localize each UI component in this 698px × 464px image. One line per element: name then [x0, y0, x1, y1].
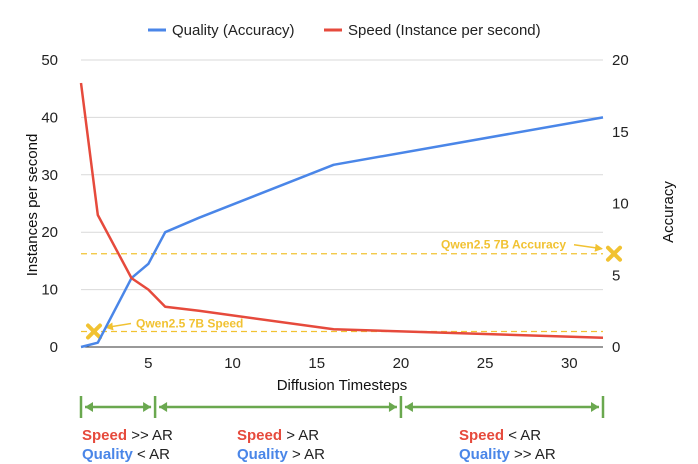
region-2-annotation: Speed > AR Quality > AR	[237, 426, 325, 464]
region-1-quality: Quality < AR	[82, 446, 170, 463]
gridlines	[81, 59, 603, 348]
region-3-annotation: Speed < AR Quality >> AR	[459, 426, 556, 464]
y-right-tick-label: 15	[612, 124, 629, 141]
region-bracket-arrow-left	[85, 402, 93, 412]
accuracy-reference-marker	[606, 245, 622, 262]
quality-accuracy-line	[80, 116, 604, 349]
region-3-quality: Quality >> AR	[459, 446, 556, 463]
speed-reference-arrow	[105, 322, 132, 331]
y-left-tick-label: 40	[41, 109, 58, 126]
region-1-speed: Speed >> AR	[82, 427, 173, 444]
speed-reference-marker	[86, 323, 102, 340]
y-right-tick-label: 5	[612, 267, 620, 284]
x-tick-label: 10	[224, 355, 241, 372]
speed-reference-label: Qwen2.5 7B Speed	[136, 317, 243, 331]
region-1-annotation: Speed >> AR Quality < AR	[82, 426, 173, 464]
y-left-tick-label: 20	[41, 224, 58, 241]
region-bracket-arrow-right	[143, 402, 152, 412]
x-tick-label: 15	[308, 355, 325, 372]
tick-labels: 0 10 20 30 40 50 0 5 10 15 20 5 10 15 20 25 30	[41, 52, 628, 372]
y-right-tick-label: 10	[612, 196, 629, 213]
region-brackets	[79, 396, 605, 418]
accuracy-reference-label: Qwen2.5 7B Accuracy	[441, 238, 566, 252]
region-bracket-arrow-right	[388, 402, 397, 412]
legend-quality-label: Quality (Accuracy)	[172, 22, 295, 39]
series-lines	[79, 82, 604, 349]
region-bracket-arrow-left	[404, 402, 413, 412]
legend-speed-label: Speed (Instance per second)	[348, 22, 541, 39]
legend: Quality (Accuracy) Speed (Instance per s…	[148, 22, 541, 39]
region-bracket-arrow-left	[159, 402, 168, 412]
region-2-speed: Speed > AR	[237, 427, 320, 444]
y-left-tick-label: 50	[41, 52, 58, 69]
region-bracket-arrow-right	[591, 402, 599, 412]
x-tick-label: 5	[144, 355, 152, 372]
x-tick-label: 30	[561, 355, 578, 372]
y-left-tick-label: 10	[41, 282, 58, 299]
accuracy-reference-arrow	[573, 243, 603, 252]
y-left-tick-label: 30	[41, 167, 58, 184]
x-tick-label: 20	[393, 355, 410, 372]
region-3-speed: Speed < AR	[459, 427, 542, 444]
x-tick-label: 25	[477, 355, 494, 372]
y-right-axis-title: Accuracy	[660, 181, 677, 243]
region-2-quality: Quality > AR	[237, 446, 325, 463]
y-left-axis-title: Instances per second	[24, 134, 41, 277]
y-left-tick-label: 0	[50, 339, 58, 356]
y-right-tick-label: 20	[612, 52, 629, 69]
reference-lines: Qwen2.5 7B Accuracy Qwen2.5 7B Speed	[81, 238, 622, 340]
speed-line	[79, 82, 604, 340]
x-axis-title: Diffusion Timesteps	[277, 377, 408, 394]
y-right-tick-label: 0	[612, 339, 620, 356]
